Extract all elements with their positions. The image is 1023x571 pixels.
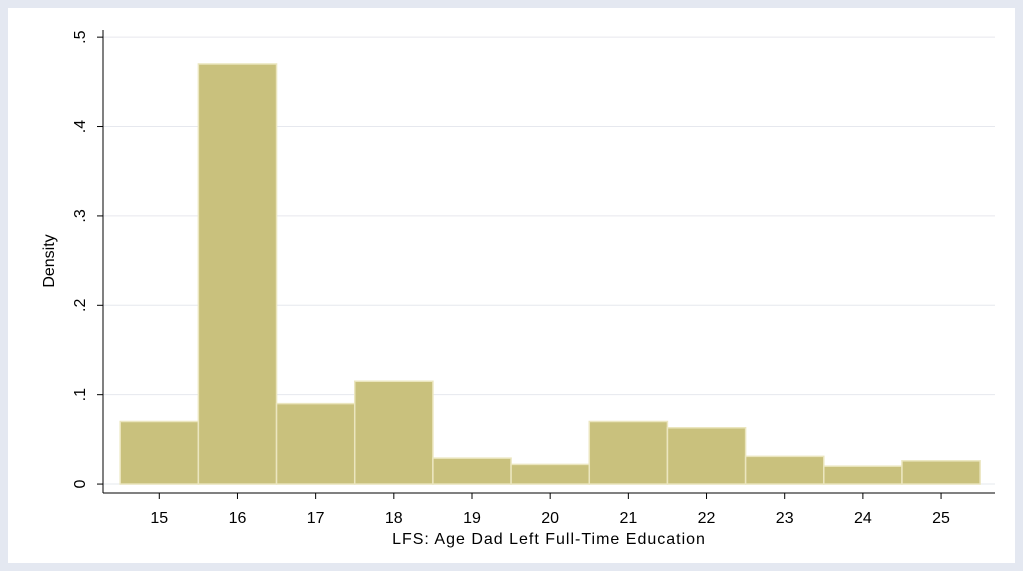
bar — [432, 457, 512, 485]
x-tick-label: 21 — [619, 510, 637, 527]
bar — [510, 463, 591, 485]
x-tick-label: 25 — [932, 510, 950, 527]
x-tick-label: 23 — [776, 510, 794, 527]
x-axis-title: LFS: Age Dad Left Full-Time Education — [392, 531, 706, 548]
bar — [823, 465, 903, 485]
y-tick-label: .2 — [72, 299, 89, 312]
x-tick-label: 22 — [698, 510, 716, 527]
y-tick-label: .5 — [72, 30, 89, 43]
x-tick-label: 18 — [385, 510, 403, 527]
x-tick-label: 19 — [463, 510, 481, 527]
bar — [588, 420, 669, 485]
bar — [353, 380, 434, 485]
bar — [119, 420, 200, 485]
bar — [197, 63, 278, 485]
bar — [275, 402, 356, 485]
x-tick-label: 20 — [541, 510, 559, 527]
x-tick-label: 16 — [229, 510, 247, 527]
y-axis-title: Density — [41, 234, 58, 287]
y-tick-label: 0 — [72, 480, 89, 489]
x-tick-label: 15 — [150, 510, 168, 527]
x-tick-label: 17 — [307, 510, 325, 527]
bar — [666, 427, 747, 485]
y-tick-label: .4 — [72, 120, 89, 133]
bar — [901, 460, 981, 485]
y-tick-label: .3 — [72, 209, 89, 222]
x-tick-label: 24 — [854, 510, 872, 527]
y-tick-label: .1 — [72, 388, 89, 401]
bar — [744, 455, 825, 485]
